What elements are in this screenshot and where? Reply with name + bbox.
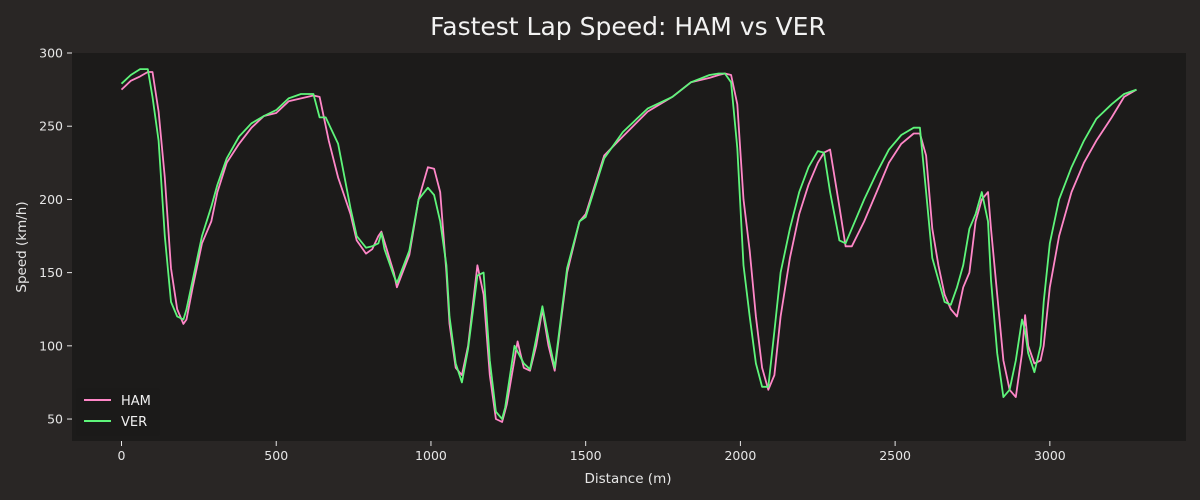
y-axis-ticks: 50 100 150 200 250 300	[39, 46, 72, 427]
legend-label-ham: HAM	[121, 394, 151, 409]
x-tick-label: 2500	[879, 448, 911, 463]
x-tick-label: 0	[118, 448, 126, 463]
y-tick-label: 250	[39, 119, 63, 134]
y-tick-label: 100	[39, 338, 63, 353]
x-tick-label: 3000	[1034, 448, 1066, 463]
x-axis-label: Distance (m)	[584, 471, 671, 487]
x-tick-label: 500	[264, 448, 288, 463]
chart-title: Fastest Lap Speed: HAM vs VER	[430, 12, 826, 41]
plot-area	[72, 53, 1186, 441]
x-axis-ticks: 0 500 1000 1500 2000 2500 3000	[118, 441, 1066, 463]
y-tick-label: 200	[39, 192, 63, 207]
x-tick-label: 1500	[570, 448, 602, 463]
y-tick-label: 300	[39, 46, 63, 61]
y-tick-label: 150	[39, 265, 63, 280]
y-axis-label: Speed (km/h)	[14, 201, 30, 292]
y-tick-label: 50	[47, 412, 63, 427]
series-lines	[120, 68, 1137, 423]
x-tick-label: 2000	[724, 448, 756, 463]
legend: HAM VER	[76, 388, 160, 436]
x-tick-label: 1000	[415, 448, 447, 463]
series-line-ver	[120, 68, 1137, 420]
series-line-ham	[120, 71, 1137, 423]
legend-label-ver: VER	[121, 415, 147, 430]
